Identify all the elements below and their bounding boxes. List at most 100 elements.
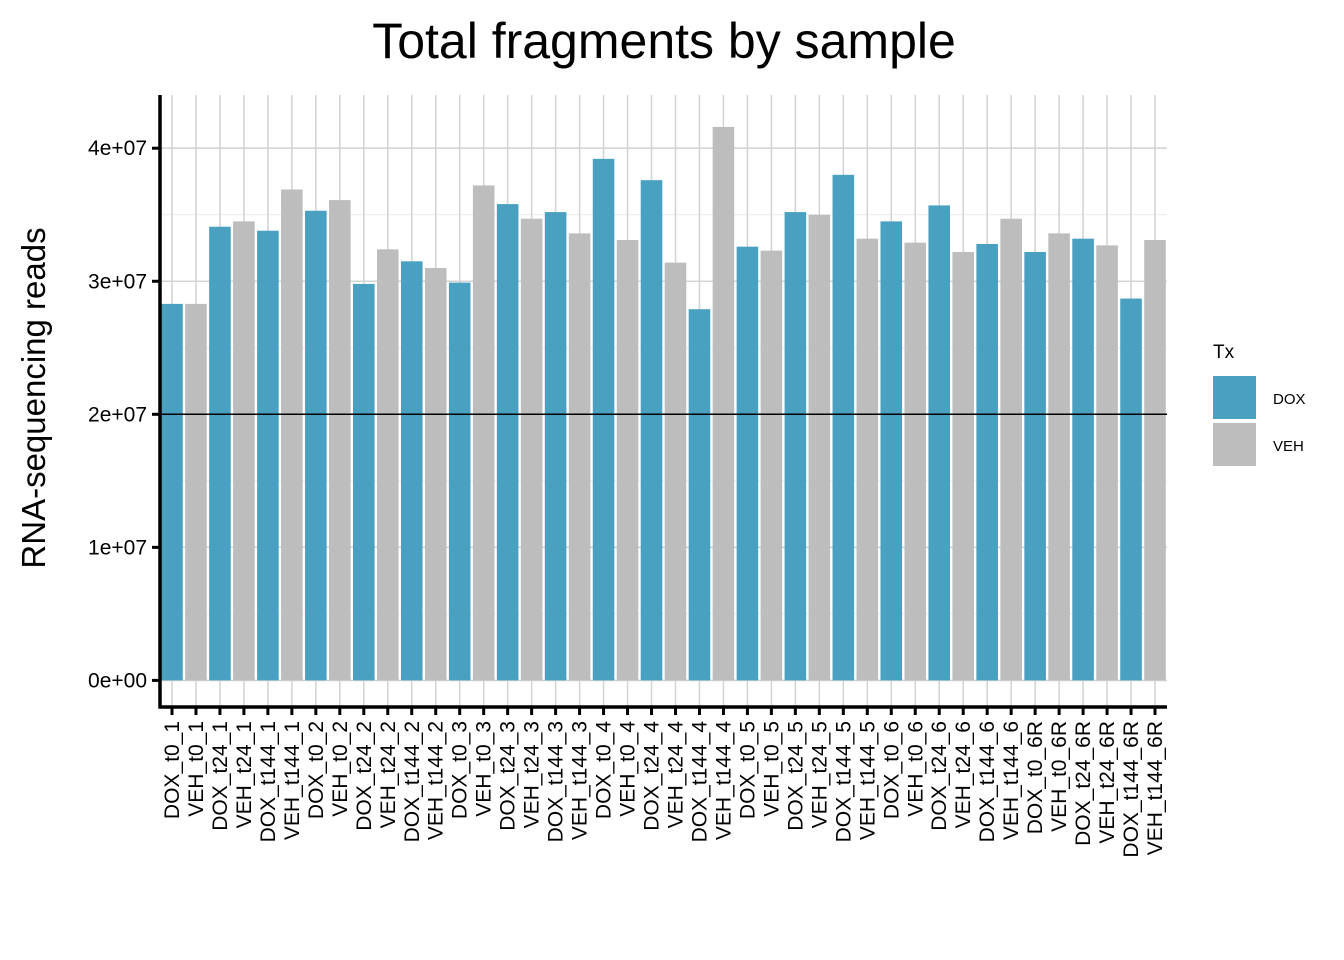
x-tick-label: VEH_t144_6R: [1144, 721, 1167, 855]
x-tick-label: VEH_t24_4: [664, 721, 687, 829]
x-tick-label: VEH_t144_3: [569, 721, 592, 840]
bar-VEH_t0_6R: [1048, 233, 1070, 681]
bar-DOX_t144_6: [976, 244, 998, 681]
x-tick-label: VEH_t24_5: [808, 721, 831, 828]
bar-VEH_t24_2: [376, 249, 399, 681]
x-tick-label: DOX_t24_2: [353, 721, 376, 831]
bar-VEH_t24_6R: [1096, 245, 1118, 681]
x-tick-label: VEH_t0_6R: [1048, 721, 1071, 832]
bar-VEH_t24_4: [664, 262, 687, 681]
legend-title: Tx: [1213, 342, 1235, 363]
x-tick-label: VEH_t144_6: [1000, 721, 1023, 840]
x-tick-label: DOX_t24_4: [641, 721, 664, 831]
legend-label-veh: VEH: [1273, 438, 1304, 455]
bar-DOX_t24_6: [928, 205, 951, 681]
bar-DOX_t24_4: [640, 180, 663, 681]
legend-label-dox: DOX: [1273, 391, 1306, 408]
bar-DOX_t0_5: [736, 246, 759, 681]
x-tick-label: DOX_t24_1: [209, 721, 232, 831]
bar-VEH_t24_3: [520, 218, 543, 681]
bar-DOX_t24_2: [353, 283, 375, 681]
x-tick-label: DOX_t144_5: [832, 721, 855, 842]
x-tick-label: DOX_t24_6R: [1072, 721, 1095, 846]
x-tick-label: VEH_t0_4: [617, 721, 640, 817]
x-tick-label: DOX_t144_2: [401, 721, 424, 842]
y-tick-labels: 0e+00 1e+07 2e+07 3e+07 4e+07: [88, 137, 160, 692]
bar-VEH_t144_4: [712, 126, 735, 681]
y-tick-label: 4e+07: [88, 137, 147, 160]
x-tick-label: DOX_t0_5: [736, 721, 759, 819]
x-tick-label: DOX_t0_2: [305, 721, 328, 819]
x-tick-label: DOX_t24_6: [928, 721, 951, 831]
x-tick-label: VEH_t24_6R: [1096, 721, 1119, 844]
bar-VEH_t24_1: [233, 221, 255, 681]
bar-VEH_t0_4: [616, 240, 639, 681]
bar-DOX_t0_2: [305, 210, 327, 681]
axes: [158, 95, 1167, 709]
bar-DOX_t144_5: [832, 174, 855, 681]
y-tick-label: 3e+07: [88, 270, 147, 293]
x-tick-label: VEH_t24_3: [521, 721, 544, 828]
x-tick-label: VEH_t0_5: [760, 721, 783, 817]
bar-DOX_t24_3: [496, 204, 519, 681]
chart-title: Total fragments by sample: [372, 13, 956, 69]
bar-VEH_t0_1: [185, 303, 207, 681]
x-tick-label: VEH_t144_5: [856, 721, 879, 840]
x-tick-label: VEH_t144_2: [425, 721, 448, 840]
y-tick-label: 2e+07: [88, 403, 147, 426]
legend-key-veh: [1213, 423, 1256, 466]
bar-DOX_t24_1: [209, 226, 231, 681]
bar-DOX_t144_1: [257, 230, 279, 681]
y-axis-label: RNA-sequencing reads: [15, 227, 52, 568]
bar-VEH_t144_5: [856, 238, 879, 681]
bar-VEH_t24_5: [808, 214, 831, 681]
bar-DOX_t24_6R: [1072, 238, 1094, 681]
x-tick-label: DOX_t144_6: [976, 721, 999, 842]
x-tick-label: DOX_t24_5: [784, 721, 807, 831]
x-tick-label: DOX_t0_6R: [1024, 721, 1047, 834]
legend-key-dox: [1213, 376, 1256, 419]
x-tick-label: DOX_t0_4: [593, 721, 616, 819]
x-tick-label: VEH_t24_2: [377, 721, 400, 828]
x-tick-label: VEH_t0_3: [473, 721, 496, 817]
bar-DOX_t0_6R: [1024, 251, 1046, 681]
bar-DOX_t144_6R: [1120, 298, 1142, 681]
x-tick-label: DOX_t24_3: [497, 721, 520, 831]
x-tick-label: VEH_t144_4: [712, 721, 735, 840]
bar-DOX_t144_2: [400, 261, 423, 681]
bar-DOX_t0_4: [592, 158, 615, 681]
bar-VEH_t144_3: [568, 233, 591, 681]
x-tick-labels: DOX_t0_1 VEH_t0_1 DOX_t24_1 VEH_t24_1 DOX_t1…: [161, 707, 1167, 858]
x-tick-label: DOX_t144_4: [688, 721, 711, 843]
bar-VEH_t144_6R: [1144, 240, 1166, 681]
bars-group: [161, 126, 1166, 681]
x-tick-label: DOX_t0_3: [449, 721, 472, 819]
x-tick-label: DOX_t144_3: [545, 721, 568, 842]
bar-VEH_t0_2: [329, 200, 351, 681]
x-tick-label: DOX_t0_1: [161, 721, 184, 819]
legend: Tx DOX VEH: [1213, 342, 1306, 466]
x-tick-label: VEH_t24_1: [233, 721, 256, 828]
x-tick-label: VEH_t0_6: [904, 721, 927, 817]
bar-VEH_t24_6: [952, 251, 974, 681]
x-tick-label: DOX_t144_6R: [1120, 721, 1143, 858]
x-tick-label: DOX_t0_6: [880, 721, 903, 819]
x-tick-label: VEH_t0_1: [185, 721, 208, 817]
bar-DOX_t144_3: [544, 212, 567, 681]
x-tick-label: DOX_t144_1: [257, 721, 280, 842]
bar-VEH_t144_6: [1000, 218, 1022, 681]
bar-VEH_t0_6: [904, 242, 927, 681]
bar-DOX_t0_3: [448, 282, 471, 681]
bar-VEH_t144_2: [424, 267, 447, 681]
x-tick-label: VEH_t144_1: [281, 721, 304, 840]
y-tick-label: 0e+00: [88, 669, 147, 692]
x-tick-label: VEH_t0_2: [329, 721, 352, 817]
x-tick-label: VEH_t24_6: [952, 721, 975, 828]
bar-DOX_t0_6: [880, 221, 903, 681]
bar-VEH_t0_3: [472, 185, 495, 681]
bar-DOX_t0_1: [161, 303, 183, 681]
bar-VEH_t0_5: [760, 250, 783, 681]
bar-VEH_t144_1: [281, 189, 303, 681]
bar-DOX_t144_4: [688, 309, 711, 681]
